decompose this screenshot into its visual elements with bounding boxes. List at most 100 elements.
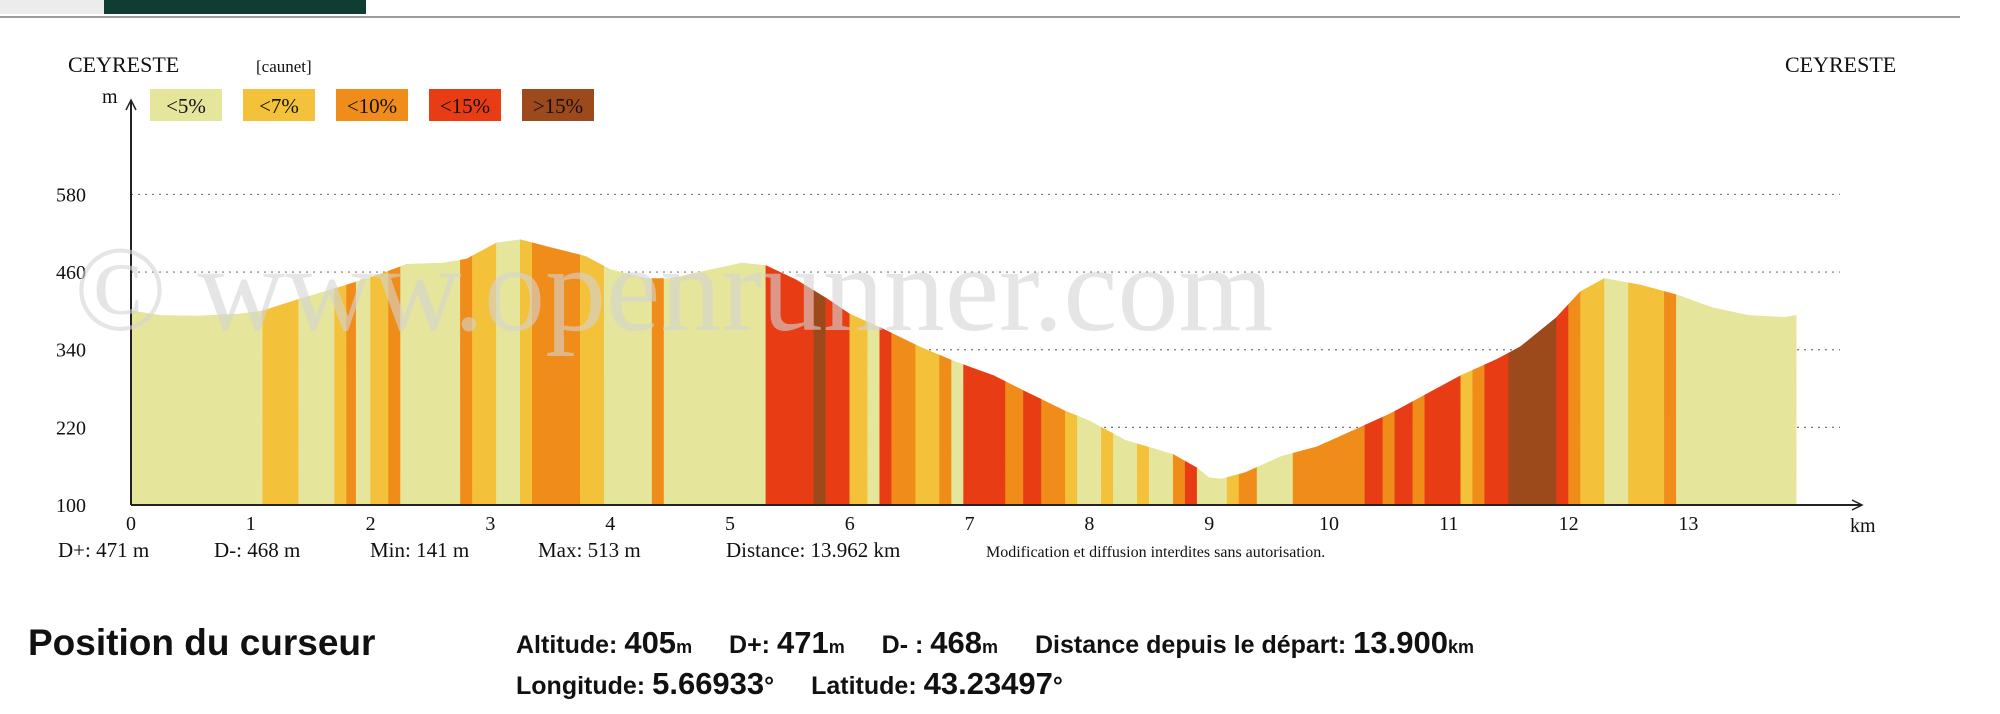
- legend-label: <5%: [166, 94, 206, 118]
- gradient-band: [1556, 303, 1569, 506]
- cursor-panel-title: Position du curseur: [28, 622, 376, 663]
- gradient-band: [1184, 460, 1198, 506]
- gradient-band: [1382, 410, 1396, 506]
- legend-swatch: [150, 89, 222, 121]
- stat-distance: Distance: 13.962 km: [726, 538, 900, 562]
- gradient-band: [1149, 446, 1174, 506]
- tab-active[interactable]: [104, 0, 366, 14]
- dminus-value: 468: [930, 625, 983, 660]
- distance-label: Distance depuis le départ:: [1034, 631, 1347, 659]
- gradient-band: [915, 344, 940, 506]
- x-tick-label: 9: [1204, 513, 1214, 535]
- gradient-band: [1676, 294, 1797, 506]
- x-axis-arrow: [1851, 499, 1864, 511]
- legend-swatch: [243, 89, 315, 121]
- latitude-unit: °: [1052, 672, 1063, 700]
- gradient-band: [1394, 400, 1414, 506]
- altitude-value: 405: [624, 625, 677, 660]
- gradient-band: [891, 332, 917, 506]
- x-tick-label: 12: [1559, 513, 1579, 535]
- dplus-unit: m: [828, 637, 845, 657]
- y-tick-label: 100: [56, 495, 86, 517]
- legend-swatch: [336, 89, 408, 121]
- x-tick-label: 0: [126, 513, 136, 535]
- x-tick-label: 2: [366, 513, 376, 535]
- top-tab-bar: [0, 0, 1960, 18]
- waypoint-label: [caunet]: [256, 57, 312, 76]
- gradient-band: [1484, 352, 1509, 506]
- gradient-band: [1238, 466, 1258, 506]
- legend-label: <10%: [347, 94, 397, 118]
- gradient-band: [1424, 375, 1462, 506]
- gradient-band: [1256, 452, 1294, 506]
- gradient-band: [939, 354, 952, 506]
- gradient-band: [1065, 410, 1078, 506]
- legend-swatch: [429, 89, 501, 121]
- y-tick-label: 340: [56, 340, 86, 362]
- stat-d-plus: D+: 471 m: [58, 538, 149, 562]
- gradient-band: [963, 364, 1006, 506]
- x-tick-label: 10: [1319, 513, 1339, 535]
- dminus-label: D- :: [881, 631, 924, 659]
- stat-min: Min: 141 m: [370, 538, 469, 562]
- x-tick-label: 5: [725, 513, 735, 535]
- x-tick-label: 3: [485, 513, 495, 535]
- longitude-label: Longitude:: [516, 672, 646, 700]
- gradient-band: [1412, 394, 1426, 506]
- altitude-label: Altitude:: [516, 631, 618, 659]
- stat-max: Max: 513 m: [538, 538, 641, 562]
- gradient-band: [1460, 369, 1474, 506]
- x-tick-label: 6: [845, 513, 855, 535]
- legend-swatch: [522, 89, 594, 121]
- x-tick-label: 13: [1678, 513, 1698, 535]
- x-tick-label: 11: [1439, 513, 1458, 535]
- gradient-band: [1196, 467, 1228, 506]
- x-axis-unit: km: [1850, 515, 1876, 537]
- gradient-band: [1664, 291, 1677, 506]
- end-label: CEYRESTE: [1785, 52, 1896, 77]
- latitude-value: 43.23497: [923, 666, 1053, 701]
- legend: <5% <7% <10% <15% >15%: [150, 89, 594, 121]
- y-axis-arrow: [125, 98, 137, 111]
- gradient-band: [1508, 316, 1557, 506]
- distance-unit: km: [1447, 637, 1474, 657]
- y-tick-label: 220: [56, 417, 86, 439]
- y-axis-unit: m: [102, 86, 118, 108]
- gradient-band: [1101, 426, 1114, 506]
- axes: [125, 98, 1864, 511]
- cursor-position-panel: Position du curseur Altitude: 405m D+: 4…: [0, 612, 2000, 712]
- x-tick-label: 4: [605, 513, 615, 535]
- gradient-band: [1364, 416, 1384, 506]
- dplus-label: D+:: [729, 631, 771, 659]
- gradient-band: [1023, 390, 1042, 506]
- gradient-band: [1580, 277, 1605, 506]
- legend-label: >15%: [533, 94, 583, 118]
- x-tick-labels: 0 1 2 3 4 5 6 7 8 9 10 11 12 13: [126, 513, 1698, 535]
- start-label: CEYRESTE: [68, 52, 179, 77]
- altitude-unit: m: [676, 637, 693, 657]
- x-tick-label: 8: [1084, 513, 1094, 535]
- gradient-band: [1604, 278, 1629, 506]
- y-tick-label: 580: [56, 184, 86, 206]
- gradient-band: [1568, 290, 1581, 506]
- latitude-label: Latitude:: [811, 672, 917, 700]
- legend-label: <7%: [259, 94, 299, 118]
- dminus-unit: m: [982, 637, 999, 657]
- gradient-band: [1113, 433, 1138, 506]
- stat-d-minus: D-: 468 m: [214, 538, 300, 562]
- gradient-band: [1077, 415, 1102, 506]
- gradient-band: [1292, 424, 1366, 506]
- y-tick-labels: 100 220 340 460 580: [56, 184, 86, 517]
- watermark: © www.openrunner.com: [74, 222, 1273, 357]
- legend-label: <15%: [440, 94, 490, 118]
- y-tick-label: 460: [56, 262, 86, 284]
- dplus-value: 471: [776, 625, 829, 660]
- gradient-band: [1005, 381, 1024, 506]
- x-tick-label: 7: [965, 513, 975, 535]
- gradient-band: [1041, 399, 1066, 506]
- gradient-band: [951, 359, 964, 506]
- copyright-notice: Modification et diffusion interdites san…: [986, 544, 1325, 561]
- cursor-row-1: Altitude: 405m D+: 471m D- : 468m Distan…: [516, 625, 1504, 661]
- gradient-band: [1628, 282, 1665, 506]
